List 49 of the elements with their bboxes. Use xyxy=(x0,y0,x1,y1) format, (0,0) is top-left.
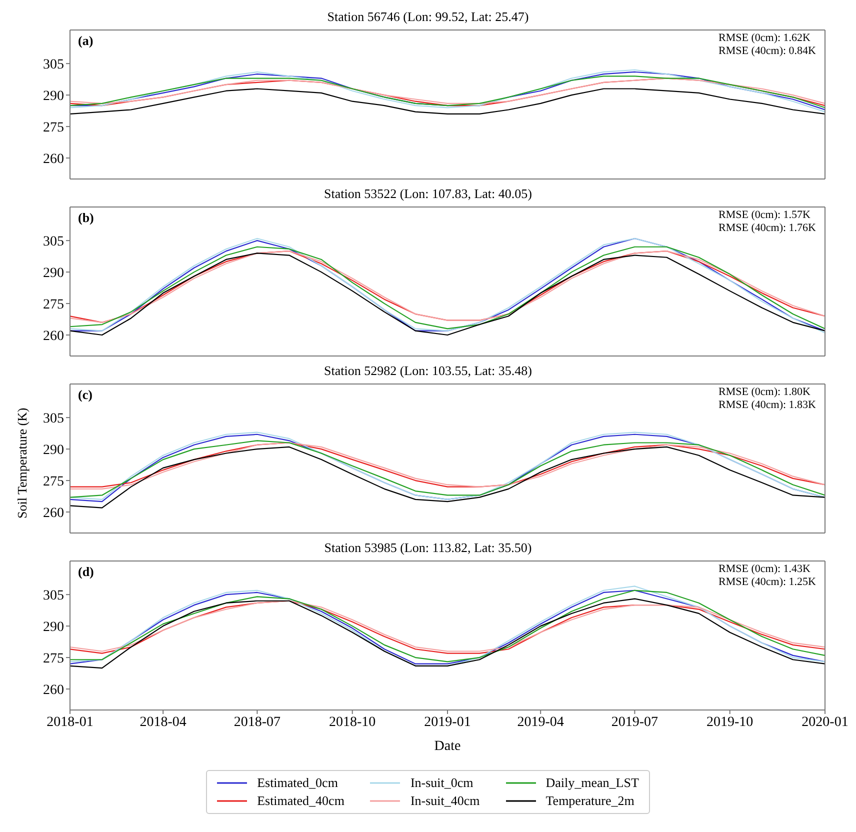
x-tick-label: 2019-01 xyxy=(424,714,471,730)
y-tick-label: 290 xyxy=(43,89,64,104)
annotation: RMSE (40cm): 1.76K xyxy=(718,222,816,235)
legend-label: Estimated_40cm xyxy=(257,793,344,809)
y-axis-title: Soil Temperature (K) xyxy=(14,408,30,518)
chart-title: Station 53522 (Lon: 107.83, Lat: 40.05) xyxy=(323,185,533,202)
annotation: RMSE (40cm): 1.83K xyxy=(718,399,816,412)
annotation: RMSE (0cm): 1.62K xyxy=(718,32,812,45)
y-tick-label: 305 xyxy=(43,412,64,427)
x-tick-label: 2019-04 xyxy=(517,714,564,730)
annotation: RMSE (40cm): 0.84K xyxy=(718,45,816,58)
x-tick-label: 2018-10 xyxy=(329,714,376,730)
chart-title: Station 53985 (Lon: 113.82, Lat: 35.50) xyxy=(323,539,533,556)
y-tick-label: 275 xyxy=(43,652,64,667)
annotation: (c) xyxy=(78,387,92,403)
y-tick-label: 305 xyxy=(43,588,64,604)
legend-label: In-suit_0cm xyxy=(410,775,474,791)
annotation: RMSE (0cm): 1.43K xyxy=(718,563,812,576)
annotation: (b) xyxy=(78,210,94,226)
y-tick-label: 260 xyxy=(43,682,64,698)
x-tick-label: 2020-01 xyxy=(802,714,848,730)
x-axis-title: Date xyxy=(434,739,461,754)
annotation: RMSE (0cm): 1.80K xyxy=(718,386,812,399)
annotation: (d) xyxy=(78,564,94,580)
y-tick-label: 260 xyxy=(43,152,64,167)
y-tick-label: 290 xyxy=(43,443,64,458)
x-tick-label: 2018-01 xyxy=(46,714,94,730)
y-tick-label: 275 xyxy=(43,298,64,313)
y-tick-label: 305 xyxy=(43,58,64,73)
y-tick-label: 275 xyxy=(43,120,64,136)
x-tick-label: 2019-10 xyxy=(706,714,754,730)
legend-label: Daily_mean_LST xyxy=(546,775,639,791)
chart-title: Station 52982 (Lon: 103.55, Lat: 35.48) xyxy=(323,362,533,379)
y-tick-label: 290 xyxy=(43,620,64,636)
annotation: RMSE (40cm): 1.25K xyxy=(718,576,816,589)
x-tick-label: 2018-07 xyxy=(234,714,281,730)
legend-label: In-suit_40cm xyxy=(410,793,480,809)
x-tick-label: 2019-07 xyxy=(611,714,658,730)
x-tick-label: 2018-04 xyxy=(140,714,186,730)
y-tick-label: 275 xyxy=(43,474,64,490)
y-tick-label: 260 xyxy=(43,328,64,344)
chart-title: Station 56746 (Lon: 99.52, Lat: 25.47) xyxy=(326,8,530,25)
y-tick-label: 305 xyxy=(43,234,64,250)
y-tick-label: 290 xyxy=(43,266,64,282)
y-tick-label: 260 xyxy=(43,506,64,521)
annotation: RMSE (0cm): 1.57K xyxy=(718,209,812,222)
legend-label: Estimated_0cm xyxy=(257,775,338,791)
legend-label: Temperature_2m xyxy=(546,793,634,809)
annotation: (a) xyxy=(78,33,94,49)
